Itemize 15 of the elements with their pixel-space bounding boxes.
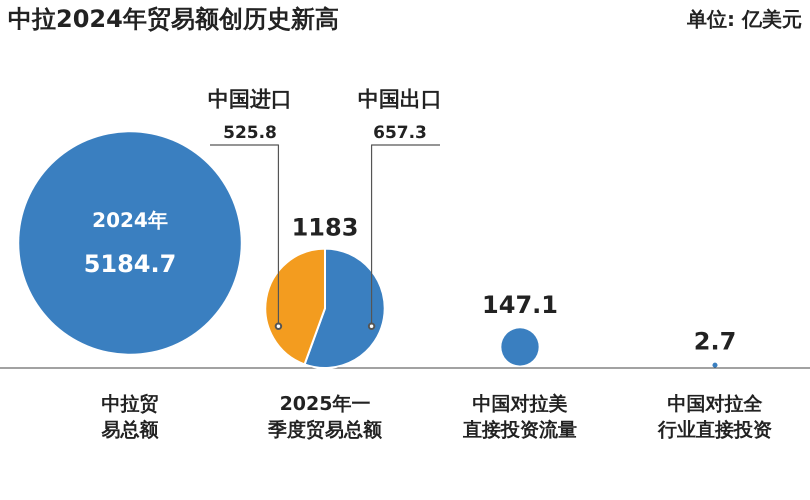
slice-label: 中国出口 (358, 87, 442, 111)
data-label: 2.7 (694, 327, 736, 356)
category-label: 中拉贸易总额 (100, 393, 160, 441)
text: 单位: 亿美元 (686, 7, 802, 31)
slice-label: 中国进口 (208, 87, 292, 111)
data-label: 657.3 (373, 123, 427, 143)
category-label: 中国对拉全行业直接投资 (657, 393, 772, 441)
data-label: 525.8 (223, 123, 277, 143)
data-label: 147.1 (482, 290, 558, 319)
data-label: 5184.7 (84, 250, 176, 278)
text: 2024年 (92, 208, 168, 232)
text: 中拉2024年贸易额创历史新高 (8, 5, 339, 33)
category-label: 中国对拉美直接投资流量 (462, 393, 577, 441)
category-label: 2025年一季度贸易总额 (267, 393, 383, 441)
data-label: 1183 (292, 214, 358, 242)
